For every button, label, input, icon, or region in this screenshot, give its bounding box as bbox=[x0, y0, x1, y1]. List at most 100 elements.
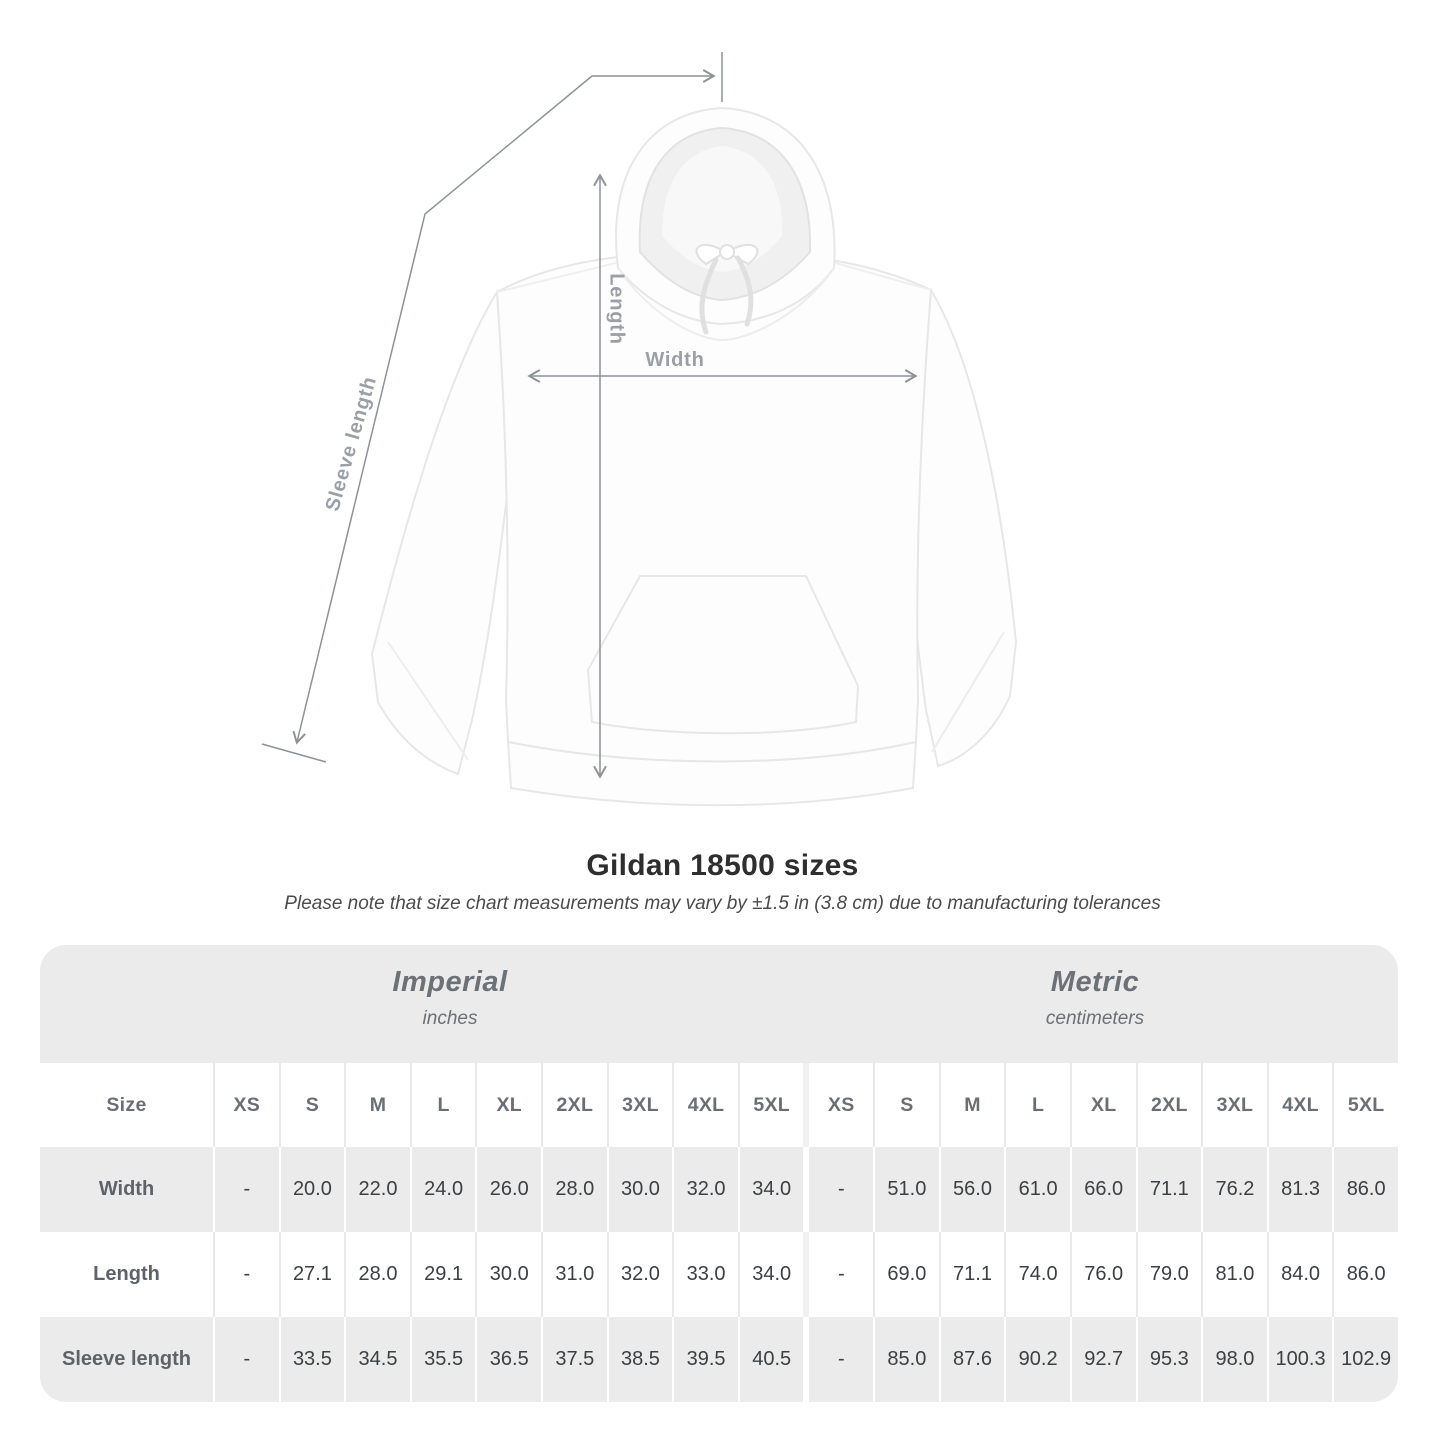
hoodie-image bbox=[370, 106, 1018, 807]
row-label: Width bbox=[40, 1147, 215, 1232]
sleeve-bottom-tick bbox=[261, 743, 327, 763]
metric-title: Metric bbox=[1050, 966, 1140, 998]
measurement-cell: 86.0 bbox=[1346, 1263, 1386, 1285]
metric-section-header: Metric centimeters bbox=[835, 966, 1355, 1030]
measurement-cell: 95.3 bbox=[1138, 1317, 1204, 1402]
measurement-cell: 36.5 bbox=[477, 1317, 544, 1402]
measurement-cell: - bbox=[809, 1147, 876, 1232]
page-title: Gildan 18500 sizes bbox=[586, 849, 859, 882]
imperial-unit: inches bbox=[422, 1008, 478, 1029]
measurement-cell: 39.5 bbox=[674, 1317, 740, 1402]
size-column-header: M bbox=[941, 1063, 1007, 1147]
measurement-cell: - bbox=[215, 1232, 281, 1317]
size-column-header: 4XL bbox=[1269, 1063, 1335, 1147]
measurement-cell: 34.0 bbox=[740, 1147, 810, 1232]
measurement-cell: 76.2 bbox=[1203, 1147, 1269, 1232]
size-column-header: S bbox=[281, 1063, 347, 1147]
measurement-cell: 29.1 bbox=[412, 1232, 478, 1317]
sleeve-diagonal-line bbox=[292, 75, 593, 745]
measurement-row: Sleeve length -33.5 34.5 35.5 36.5 37.5 38.5 39… bbox=[40, 1317, 1398, 1402]
measurement-cell: 76.0 bbox=[1072, 1232, 1138, 1317]
drawstring bbox=[695, 243, 759, 335]
size-table: Imperial inches Metric centimeters Size X… bbox=[40, 945, 1398, 1402]
measurement-cell: 81.3 bbox=[1269, 1147, 1335, 1232]
size-header-row: Size XS S M L XL 2XL 3XL 4XL 5XL XS S M L XL 2XL 3XL 4XL 5… bbox=[40, 1063, 1398, 1147]
measurement-cell: 61.0 bbox=[1006, 1147, 1072, 1232]
metric-unit: centimeters bbox=[1045, 1008, 1145, 1029]
row-label: Sleeve length bbox=[40, 1317, 215, 1402]
measurement-cell: 38.5 bbox=[609, 1317, 675, 1402]
measurement-cell: 51.0 bbox=[875, 1147, 941, 1232]
measurement-cell: 26.0 bbox=[477, 1147, 544, 1232]
size-column-header: 5XL bbox=[1347, 1093, 1385, 1116]
measurement-cell: 34.0 bbox=[740, 1232, 810, 1317]
measurement-cell: 66.0 bbox=[1072, 1147, 1138, 1232]
measurement-cell: 31.0 bbox=[543, 1232, 609, 1317]
measurement-cell: - bbox=[809, 1232, 876, 1317]
measurement-cell: 28.0 bbox=[543, 1147, 609, 1232]
size-table-body: Size XS S M L XL 2XL 3XL 4XL 5XL XS S M L XL 2XL 3XL 4XL 5… bbox=[40, 1063, 1398, 1402]
measurement-cell: 32.0 bbox=[609, 1232, 675, 1317]
measurement-cell: 37.5 bbox=[543, 1317, 609, 1402]
measurement-cell: 35.5 bbox=[412, 1317, 478, 1402]
measurement-cell: 56.0 bbox=[941, 1147, 1007, 1232]
measurement-cell: 90.2 bbox=[1006, 1317, 1072, 1402]
measurement-cell: 20.0 bbox=[281, 1147, 347, 1232]
measurement-cell: 100.3 bbox=[1269, 1317, 1335, 1402]
measurement-cell: 84.0 bbox=[1269, 1232, 1335, 1317]
measurement-cell: 30.0 bbox=[609, 1147, 675, 1232]
measurement-cell: 71.1 bbox=[1138, 1147, 1204, 1232]
size-column-header: M bbox=[346, 1063, 412, 1147]
imperial-section-header: Imperial inches bbox=[190, 966, 710, 1030]
tolerance-note: Please note that size chart measurements… bbox=[284, 893, 1161, 914]
measurement-cell: 71.1 bbox=[941, 1232, 1007, 1317]
measurement-cell: 92.7 bbox=[1072, 1317, 1138, 1402]
size-column-header: 5XL bbox=[740, 1063, 810, 1147]
measurement-cell: 34.5 bbox=[346, 1317, 412, 1402]
measurement-cell: 74.0 bbox=[1006, 1232, 1072, 1317]
size-column-header: 4XL bbox=[674, 1063, 740, 1147]
measurement-cell: - bbox=[809, 1317, 876, 1402]
size-column-label: Size bbox=[40, 1063, 215, 1147]
measurement-cell: 28.0 bbox=[346, 1232, 412, 1317]
size-column-header: 3XL bbox=[609, 1063, 675, 1147]
measurement-cell: 86.0 bbox=[1346, 1178, 1386, 1200]
size-column-header: L bbox=[1006, 1063, 1072, 1147]
measurement-cell: 27.1 bbox=[281, 1232, 347, 1317]
measurement-cell: 98.0 bbox=[1203, 1317, 1269, 1402]
size-column-header: L bbox=[412, 1063, 478, 1147]
measurement-cell: - bbox=[215, 1317, 281, 1402]
row-label: Length bbox=[40, 1232, 215, 1317]
imperial-title: Imperial bbox=[392, 966, 508, 998]
hoodie-measurement-diagram: Length Width Sleeve length bbox=[261, 52, 1018, 807]
width-label: Width bbox=[645, 349, 704, 371]
measurement-cell: - bbox=[215, 1147, 281, 1232]
measurement-cell: 69.0 bbox=[875, 1232, 941, 1317]
measurement-cell: 30.0 bbox=[477, 1232, 544, 1317]
measurement-cell: 32.0 bbox=[674, 1147, 740, 1232]
size-column-header: S bbox=[875, 1063, 941, 1147]
length-label: Length bbox=[606, 273, 628, 344]
measurement-cell: 24.0 bbox=[412, 1147, 478, 1232]
size-column-header: 2XL bbox=[1138, 1063, 1204, 1147]
measurement-cell: 33.5 bbox=[281, 1317, 347, 1402]
measurement-cell: 33.0 bbox=[674, 1232, 740, 1317]
measurement-cell: 22.0 bbox=[346, 1147, 412, 1232]
measurement-row: Length -27.1 28.0 29.1 30.0 31.0 32.0 33.0 34.0-… bbox=[40, 1232, 1398, 1317]
size-column-header: XL bbox=[1072, 1063, 1138, 1147]
measurement-lines bbox=[261, 52, 918, 779]
size-column-header: 3XL bbox=[1203, 1063, 1269, 1147]
size-column-header: XS bbox=[215, 1063, 281, 1147]
measurement-cell: 79.0 bbox=[1138, 1232, 1204, 1317]
measurement-cell: 85.0 bbox=[875, 1317, 941, 1402]
size-column-header: XS bbox=[809, 1063, 876, 1147]
measurement-cell: 40.5 bbox=[740, 1317, 810, 1402]
size-column-header: XL bbox=[477, 1063, 544, 1147]
unit-header-band: Imperial inches Metric centimeters bbox=[40, 945, 1398, 1063]
measurement-cell: 102.9 bbox=[1341, 1348, 1392, 1370]
sleeve-length-label: Sleeve length bbox=[322, 374, 382, 514]
measurement-row: Width -20.0 22.0 24.0 26.0 28.0 30.0 32.0 34.0-5… bbox=[40, 1147, 1398, 1232]
measurement-cell: 81.0 bbox=[1203, 1232, 1269, 1317]
measurement-cell: 87.6 bbox=[941, 1317, 1007, 1402]
size-column-header: 2XL bbox=[543, 1063, 609, 1147]
